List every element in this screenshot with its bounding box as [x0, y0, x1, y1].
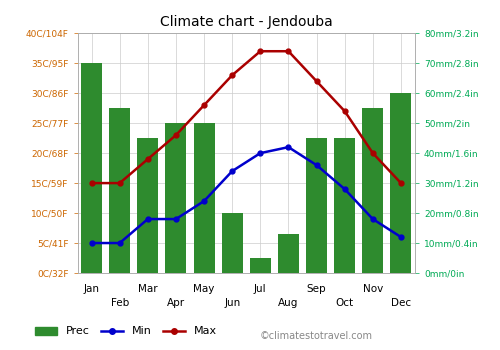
Legend: Prec, Min, Max: Prec, Min, Max	[30, 322, 222, 341]
Text: May: May	[194, 284, 215, 294]
Text: Jan: Jan	[84, 284, 100, 294]
Bar	[166, 123, 186, 273]
Text: Jul: Jul	[254, 284, 266, 294]
Text: Sep: Sep	[307, 284, 326, 294]
Text: ©climatestotravel.com: ©climatestotravel.com	[260, 331, 373, 341]
Bar	[334, 138, 355, 273]
Bar	[306, 138, 327, 273]
Bar	[278, 234, 299, 273]
Bar	[362, 108, 384, 273]
Text: Feb: Feb	[110, 298, 129, 308]
Text: Dec: Dec	[391, 298, 411, 308]
Text: Mar: Mar	[138, 284, 158, 294]
Bar	[194, 123, 214, 273]
Text: Aug: Aug	[278, 298, 298, 308]
Bar	[109, 108, 130, 273]
Bar	[222, 213, 242, 273]
Text: Nov: Nov	[362, 284, 383, 294]
Text: Apr: Apr	[167, 298, 185, 308]
Bar	[250, 258, 271, 273]
Text: Oct: Oct	[336, 298, 354, 308]
Bar	[390, 93, 411, 273]
Title: Climate chart - Jendouba: Climate chart - Jendouba	[160, 15, 332, 29]
Bar	[138, 138, 158, 273]
Bar	[81, 63, 102, 273]
Text: Jun: Jun	[224, 298, 240, 308]
